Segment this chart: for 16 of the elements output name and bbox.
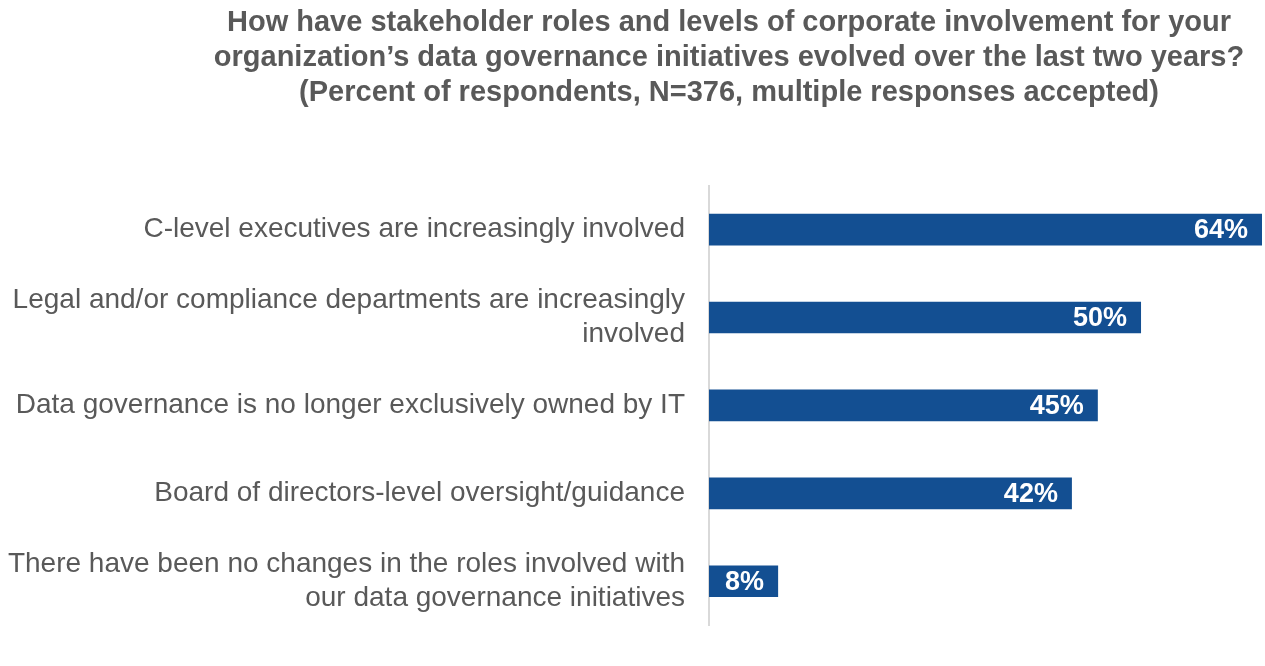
- y-tick-label: Board of directors-level oversight/guidance: [154, 476, 685, 508]
- bar: [709, 477, 1072, 510]
- chart-title: How have stakeholder roles and levels of corporate involvement for your organization’s data governance initiatives evolved over the last two years?: [212, 4, 1246, 74]
- data-label: 42%: [1003, 477, 1058, 508]
- y-tick-label: Data governance is no longer exclusively owned by IT: [15, 388, 685, 420]
- data-label: 64%: [1193, 214, 1248, 245]
- bar: [709, 389, 1098, 422]
- data-label: 45%: [1029, 389, 1084, 420]
- chart-subtitle: (Percent of respondents, N=376, multiple responses accepted): [298, 74, 1160, 109]
- data-label: 8%: [725, 565, 765, 596]
- y-tick-label: Legal and/or compliance departments are increasingly involved: [12, 283, 685, 348]
- bar: [709, 301, 1142, 334]
- y-tick-label: C-level executives are increasingly involved: [143, 212, 685, 244]
- y-tick-label: There have been no changes in the roles involved with our data governance initiatives: [7, 547, 685, 612]
- bar: [709, 213, 1262, 246]
- data-label: 50%: [1072, 301, 1128, 332]
